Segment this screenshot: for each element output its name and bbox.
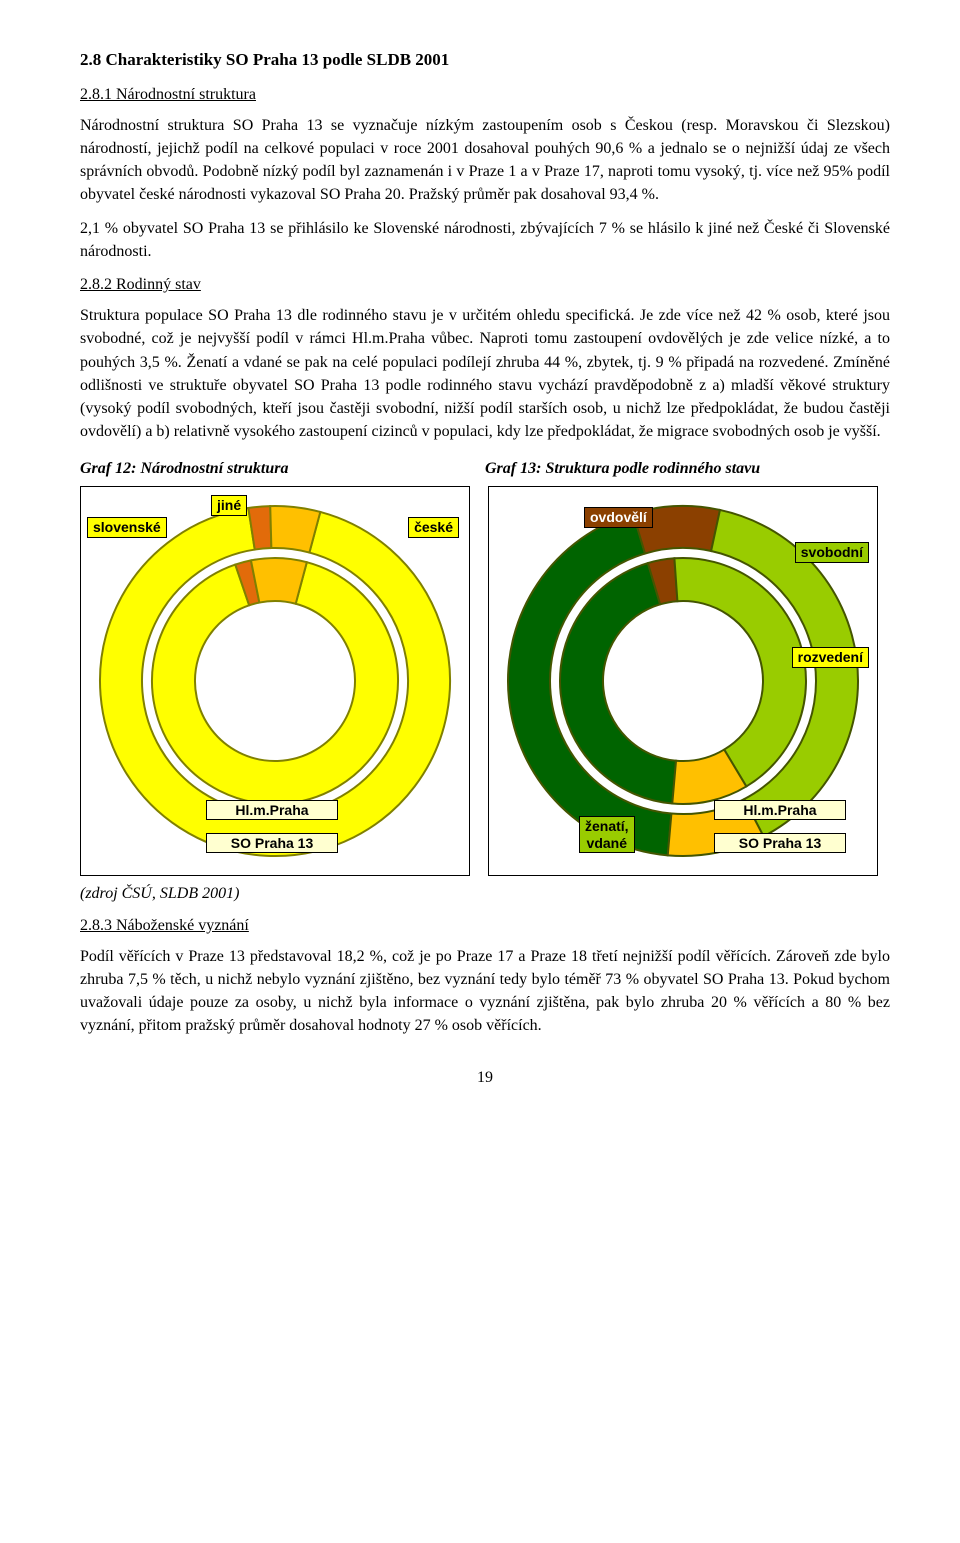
page-number: 19 [80,1066,890,1089]
chart-title: Graf 12: Národnostní struktura [80,457,485,480]
subsection-heading: 2.8.3 Náboženské vyznání [80,914,890,937]
paragraph: 2,1 % obyvatel SO Praha 13 se přihlásilo… [80,217,890,263]
chart-marital: ovdovělí svobodní rozvedení ženatí, vdan… [488,486,878,876]
legend-hl: Hl.m.Praha [206,800,338,821]
legend-so: SO Praha 13 [714,833,846,854]
paragraph: Podíl věřících v Praze 13 představoval 1… [80,945,890,1038]
legend-hl: Hl.m.Praha [714,800,846,821]
legend-ovdoveli: ovdovělí [584,507,653,528]
legend-svobodni: svobodní [795,542,869,563]
subsection-heading: 2.8.1 Národnostní struktura [80,83,890,106]
section-heading: 2.8 Charakteristiky SO Praha 13 podle SL… [80,48,890,73]
chart-nationality: slovenské jiné české Hl.m.Praha SO Praha… [80,486,470,876]
legend-ceske: české [408,517,459,538]
legend-jine: jiné [211,495,247,516]
legend-rozvedeni: rozvedení [792,647,869,668]
source-note: (zdroj ČSÚ, SLDB 2001) [80,882,890,905]
chart-title: Graf 13: Struktura podle rodinného stavu [485,457,890,480]
paragraph: Struktura populace SO Praha 13 dle rodin… [80,304,890,443]
paragraph: Národnostní struktura SO Praha 13 se vyz… [80,114,890,207]
legend-so: SO Praha 13 [206,833,338,854]
subsection-heading: 2.8.2 Rodinný stav [80,273,890,296]
legend-zenati: ženatí, vdané [579,816,635,854]
legend-slovenske: slovenské [87,517,167,538]
